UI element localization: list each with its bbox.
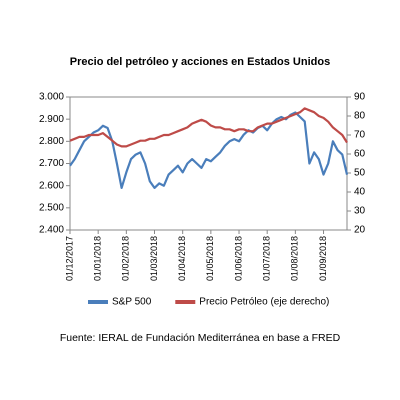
x-tick-label: 01/06/2018 xyxy=(233,236,243,281)
y2-tick-label: 60 xyxy=(354,149,366,160)
y2-tick-label: 20 xyxy=(354,225,366,236)
legend-label: S&P 500 xyxy=(112,297,152,308)
plot-frame xyxy=(69,96,348,231)
x-tick-label: 01/12/2017 xyxy=(64,236,74,281)
x-tick-label: 01/09/2018 xyxy=(318,236,328,281)
y-tick-label: 2.500 xyxy=(39,202,64,213)
chart-title: Precio del petróleo y acciones en Estado… xyxy=(70,56,330,68)
series-line xyxy=(69,111,349,189)
y2-tick-label: 90 xyxy=(354,92,366,103)
x-tick-label: 01/01/2018 xyxy=(93,236,103,281)
y-tick-label: 2.700 xyxy=(39,158,64,169)
x-tick-label: 01/04/2018 xyxy=(177,236,187,281)
x-tick-label: 01/02/2018 xyxy=(121,236,131,281)
y-tick-label: 2.800 xyxy=(39,136,64,147)
x-tick-label: 01/08/2018 xyxy=(290,236,300,281)
x-tick-label: 01/05/2018 xyxy=(205,236,215,281)
legend-label: Precio Petróleo (eje derecho) xyxy=(199,297,329,308)
y2-tick-label: 30 xyxy=(354,206,366,217)
y2-tick-label: 50 xyxy=(354,168,366,179)
series-line xyxy=(69,107,348,148)
y-tick-label: 2.400 xyxy=(39,225,64,236)
y-tick-label: 2.900 xyxy=(39,114,64,125)
y2-tick-label: 70 xyxy=(354,130,366,141)
y-tick-label: 3.000 xyxy=(39,92,64,103)
y2-tick-label: 80 xyxy=(354,111,366,122)
x-tick-label: 01/03/2018 xyxy=(149,236,159,281)
source-note: Fuente: IERAL de Fundación Mediterránea … xyxy=(60,332,341,344)
y2-tick-label: 40 xyxy=(354,187,366,198)
y-tick-label: 2.600 xyxy=(39,180,64,191)
x-tick-label: 01/07/2018 xyxy=(262,236,272,281)
